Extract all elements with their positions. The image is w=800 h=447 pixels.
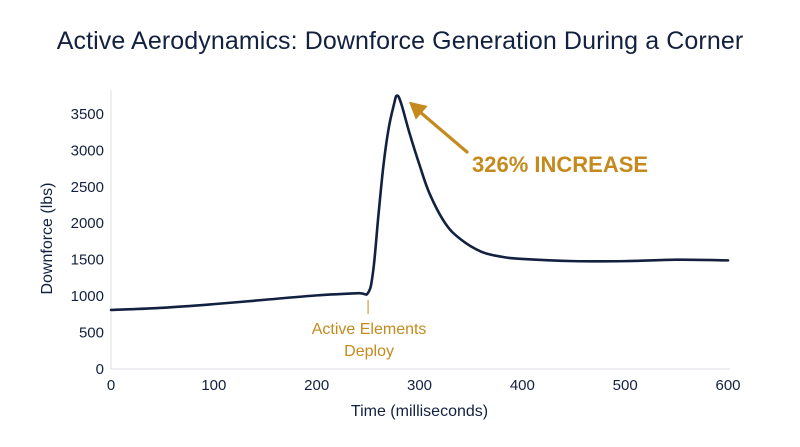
y-axis-title: Downforce (lbs)	[39, 182, 56, 294]
x-tick-label: 100	[201, 377, 226, 394]
deploy-annotation-line2: Deploy	[344, 343, 394, 360]
peak-arrow-shaft	[413, 106, 469, 154]
peak-callout-label: 326% INCREASE	[472, 152, 648, 177]
x-axis-title: Time (milliseconds)	[351, 403, 488, 420]
x-tick-label: 200	[304, 377, 329, 394]
y-tick-label: 0	[96, 361, 104, 378]
y-tick-label: 3500	[71, 106, 104, 123]
deploy-annotation-line1: Active Elements	[312, 321, 427, 338]
x-tick-label: 0	[107, 377, 115, 394]
x-tick-label: 500	[613, 377, 638, 394]
y-tick-label: 500	[79, 325, 104, 342]
y-tick-label: 2000	[71, 215, 104, 232]
x-tick-label: 300	[407, 377, 432, 394]
y-tick-label: 1000	[71, 288, 104, 305]
chart-title: Active Aerodynamics: Downforce Generatio…	[56, 27, 744, 55]
y-tick-label: 2500	[71, 179, 104, 196]
peak-arrow-head	[408, 101, 428, 120]
x-tick-label: 400	[510, 377, 535, 394]
x-tick-label: 600	[715, 377, 740, 394]
y-tick-label: 3000	[71, 142, 104, 159]
y-tick-label: 1500	[71, 252, 104, 269]
downforce-series-line	[109, 94, 730, 312]
